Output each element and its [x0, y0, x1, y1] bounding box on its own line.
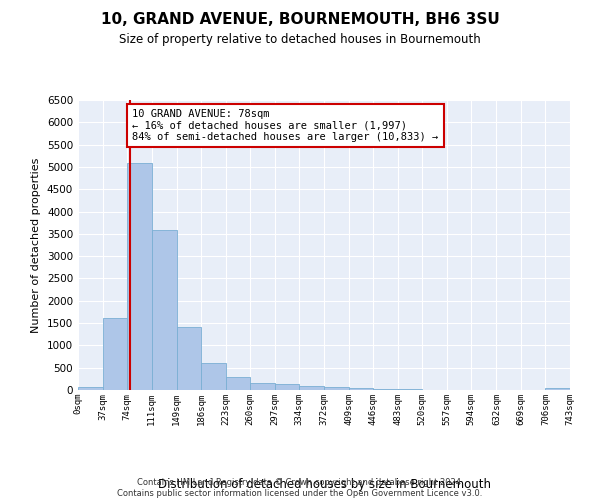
Bar — [250, 383, 275, 390]
Bar — [226, 377, 250, 390]
Text: Contains HM Land Registry data © Crown copyright and database right 2024.
Contai: Contains HM Land Registry data © Crown c… — [118, 478, 482, 498]
Bar — [299, 386, 325, 390]
Text: Size of property relative to detached houses in Bournemouth: Size of property relative to detached ho… — [119, 32, 481, 46]
Bar — [545, 388, 570, 390]
Bar — [325, 388, 349, 390]
Bar — [127, 164, 152, 390]
Bar — [373, 389, 398, 390]
X-axis label: Distribution of detached houses by size in Bournemouth: Distribution of detached houses by size … — [157, 478, 491, 491]
Bar — [152, 230, 176, 390]
Bar — [176, 327, 201, 390]
Text: 10, GRAND AVENUE, BOURNEMOUTH, BH6 3SU: 10, GRAND AVENUE, BOURNEMOUTH, BH6 3SU — [101, 12, 499, 28]
Bar — [201, 363, 226, 390]
Bar — [275, 384, 299, 390]
Y-axis label: Number of detached properties: Number of detached properties — [31, 158, 41, 332]
Bar — [78, 388, 103, 390]
Text: 10 GRAND AVENUE: 78sqm
← 16% of detached houses are smaller (1,997)
84% of semi-: 10 GRAND AVENUE: 78sqm ← 16% of detached… — [132, 109, 439, 142]
Bar — [103, 318, 127, 390]
Bar — [349, 388, 373, 390]
